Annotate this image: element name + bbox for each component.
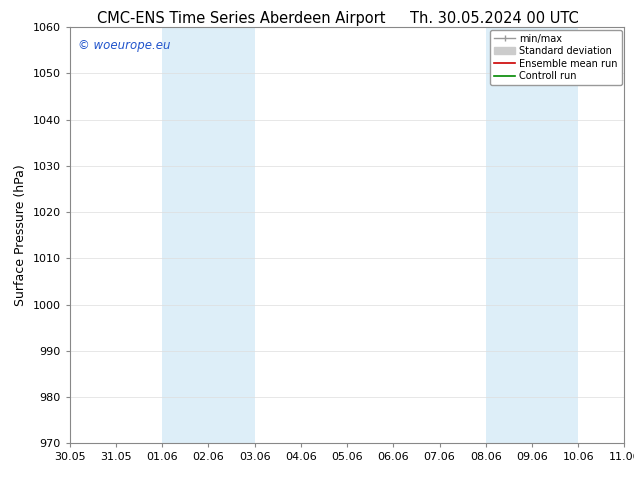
Bar <box>162 27 255 443</box>
Text: CMC-ENS Time Series Aberdeen Airport: CMC-ENS Time Series Aberdeen Airport <box>96 11 385 26</box>
Text: © woeurope.eu: © woeurope.eu <box>78 40 171 52</box>
Text: Th. 30.05.2024 00 UTC: Th. 30.05.2024 00 UTC <box>410 11 579 26</box>
Bar <box>486 27 578 443</box>
Legend: min/max, Standard deviation, Ensemble mean run, Controll run: min/max, Standard deviation, Ensemble me… <box>490 30 621 85</box>
Y-axis label: Surface Pressure (hPa): Surface Pressure (hPa) <box>14 164 27 306</box>
